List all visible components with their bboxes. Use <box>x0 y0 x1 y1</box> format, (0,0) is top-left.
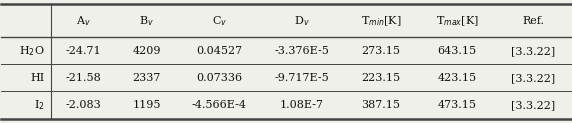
Text: 1195: 1195 <box>132 100 161 110</box>
Text: [3.3.22]: [3.3.22] <box>511 100 555 110</box>
Text: C$_v$: C$_v$ <box>212 14 227 28</box>
Text: D$_v$: D$_v$ <box>294 14 309 28</box>
Text: 0.04527: 0.04527 <box>196 46 243 56</box>
Text: -3.376E-5: -3.376E-5 <box>275 46 329 56</box>
Text: B$_v$: B$_v$ <box>139 14 154 28</box>
Text: A$_v$: A$_v$ <box>76 14 90 28</box>
Text: -24.71: -24.71 <box>65 46 101 56</box>
Text: 273.15: 273.15 <box>362 46 400 56</box>
Text: [3.3.22]: [3.3.22] <box>511 46 555 56</box>
Text: H$_2$O: H$_2$O <box>19 44 45 58</box>
Text: 387.15: 387.15 <box>362 100 400 110</box>
Text: 643.15: 643.15 <box>438 46 476 56</box>
Text: -21.58: -21.58 <box>65 73 101 83</box>
Text: 473.15: 473.15 <box>438 100 476 110</box>
Text: 223.15: 223.15 <box>362 73 400 83</box>
Text: -2.083: -2.083 <box>65 100 101 110</box>
Text: 2337: 2337 <box>132 73 161 83</box>
Text: 4209: 4209 <box>132 46 161 56</box>
Text: -9.717E-5: -9.717E-5 <box>275 73 329 83</box>
Text: T$_{max}$[K]: T$_{max}$[K] <box>436 14 479 28</box>
Text: 1.08E-7: 1.08E-7 <box>280 100 324 110</box>
Text: [3.3.22]: [3.3.22] <box>511 73 555 83</box>
Text: T$_{min}$[K]: T$_{min}$[K] <box>361 14 402 28</box>
Text: Ref.: Ref. <box>522 16 545 26</box>
Text: -4.566E-4: -4.566E-4 <box>192 100 247 110</box>
Text: 0.07336: 0.07336 <box>196 73 243 83</box>
Text: HI: HI <box>30 73 45 83</box>
Text: 423.15: 423.15 <box>438 73 476 83</box>
Text: I$_2$: I$_2$ <box>34 98 45 112</box>
